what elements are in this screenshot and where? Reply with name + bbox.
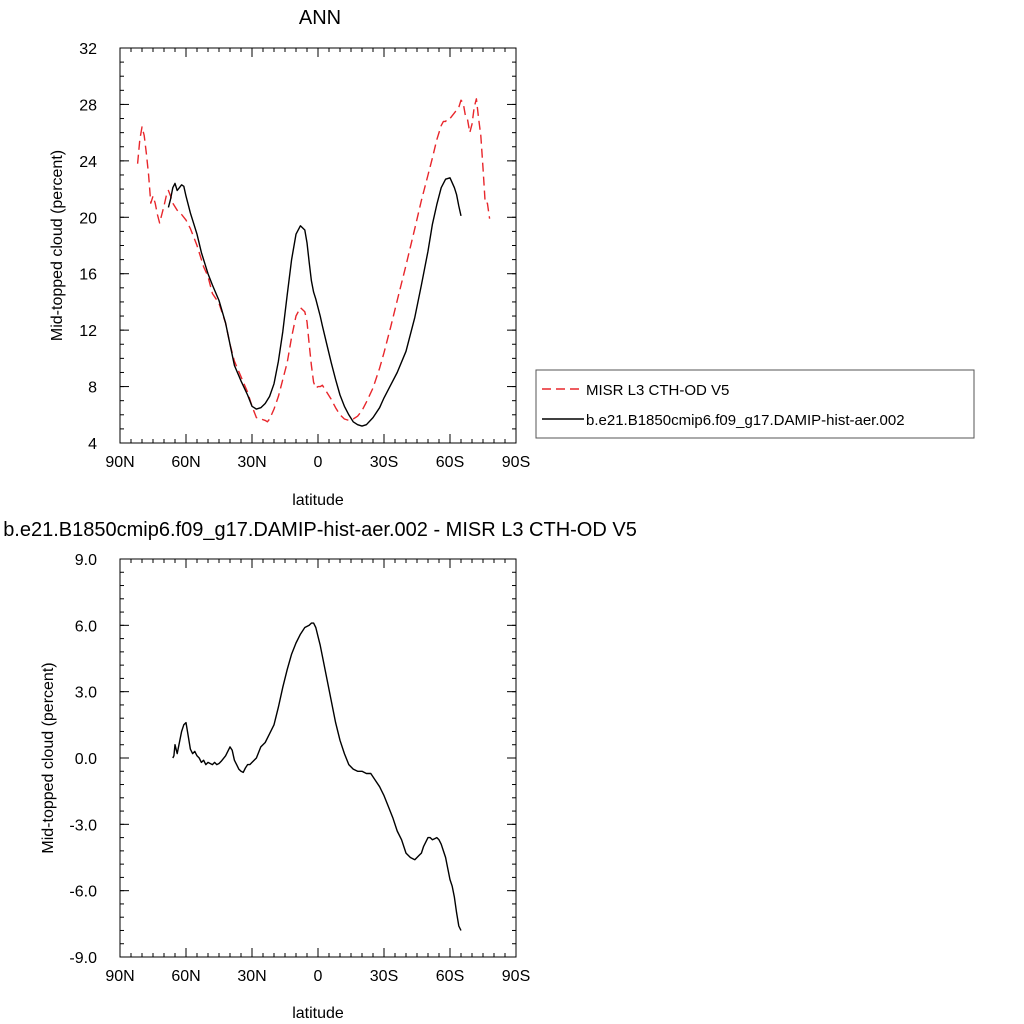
- y-tick-label: -9.0: [69, 950, 97, 967]
- x-tick-label: 30S: [370, 968, 398, 985]
- y-tick-label: -3.0: [69, 817, 97, 834]
- x-tick-label: 0: [314, 968, 323, 985]
- x-tick-label: 30N: [237, 454, 266, 471]
- top-panel: 90N 60N 30N 0 30S 60S 90S 4 8 12 16 20 24 28 32 ANN lati…: [49, 7, 975, 509]
- x-axis-label: latitude: [292, 1005, 344, 1022]
- x-tick-label: 30N: [237, 968, 266, 985]
- chart-title: b.e21.B1850cmip6.f09_g17.DAMIP-hist-aer.…: [3, 519, 637, 541]
- y-tick-label: -6.0: [69, 884, 97, 901]
- y-axis-label: Mid-topped cloud (percent): [49, 150, 66, 341]
- plot-frame: [119, 47, 517, 444]
- y-tick-label: 0.0: [75, 751, 97, 768]
- series-line-1: [167, 177, 462, 427]
- y-tick-label: 16: [79, 267, 97, 284]
- y-tick-label: 4: [88, 436, 97, 453]
- y-tick-label: 9.0: [75, 552, 97, 569]
- y-tick-label: 32: [79, 41, 97, 58]
- x-tick-label: 90S: [502, 968, 530, 985]
- bottom-panel: 90N 60N 30N 0 30S 60S 90S -9.0 -6.0 -3.0 0.0 3.0 6.0…: [3, 519, 637, 1022]
- x-tick-label: 90N: [105, 968, 134, 985]
- legend-label: b.e21.B1850cmip6.f09_g17.DAMIP-hist-aer.…: [586, 412, 905, 429]
- y-tick-label: 24: [79, 154, 97, 171]
- x-tick-label: 90N: [105, 454, 134, 471]
- y-axis-label: Mid-topped cloud (percent): [40, 662, 57, 853]
- x-tick-label: 60S: [436, 968, 464, 985]
- series-line-0: [172, 622, 462, 931]
- x-axis-label: latitude: [292, 492, 344, 509]
- legend-label: MISR L3 CTH-OD V5: [586, 382, 729, 399]
- x-tick-label: 60N: [171, 454, 200, 471]
- y-tick-label: 6.0: [75, 618, 97, 635]
- y-tick-label: 28: [79, 97, 97, 114]
- x-tick-label: 30S: [370, 454, 398, 471]
- chart-title: ANN: [299, 7, 341, 29]
- x-tick-label: 60N: [171, 968, 200, 985]
- legend-box: [535, 369, 975, 439]
- y-tick-label: 20: [79, 210, 97, 227]
- y-tick-label: 12: [79, 323, 97, 340]
- plot-frame: [119, 558, 517, 958]
- x-tick-label: 60S: [436, 454, 464, 471]
- x-tick-label: 0: [314, 454, 323, 471]
- y-tick-label: 8: [88, 380, 97, 397]
- series-line-0: [136, 98, 491, 423]
- x-tick-label: 90S: [502, 454, 530, 471]
- y-tick-label: 3.0: [75, 685, 97, 702]
